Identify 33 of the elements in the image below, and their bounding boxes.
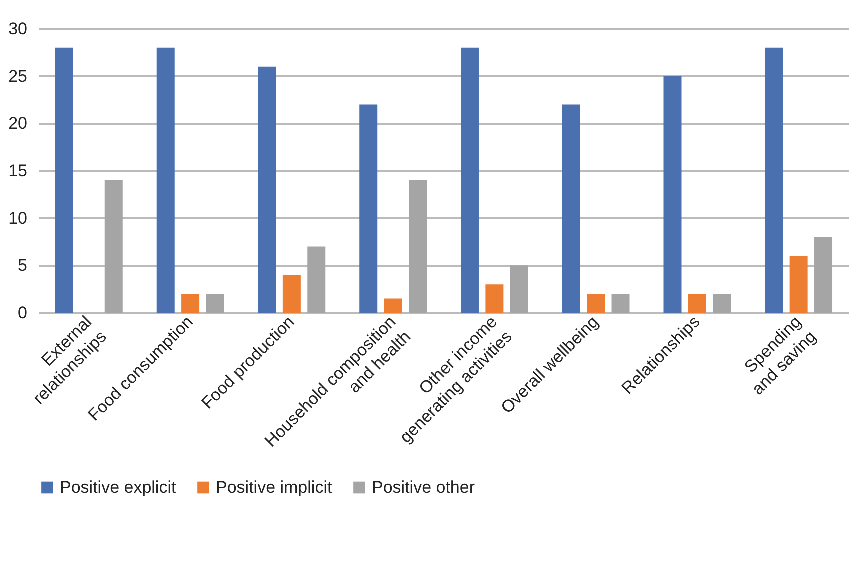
bar	[688, 294, 706, 313]
y-tick-label: 20	[8, 114, 28, 134]
bar	[814, 237, 833, 313]
bar	[206, 294, 224, 313]
bar	[384, 298, 402, 313]
y-tick-label: 30	[8, 20, 28, 38]
y-tick-label: 10	[8, 208, 28, 228]
bar	[104, 180, 123, 313]
bar	[664, 76, 682, 313]
bar	[409, 180, 428, 313]
bar	[765, 48, 784, 313]
legend-label: Positive other	[372, 478, 476, 497]
bar	[486, 284, 504, 313]
bar	[587, 294, 606, 313]
bar	[562, 104, 580, 313]
y-tick-label: 15	[8, 162, 28, 180]
bar	[790, 256, 808, 313]
bar	[308, 246, 326, 313]
bar	[460, 48, 479, 313]
bar	[360, 104, 378, 313]
bar	[182, 294, 200, 313]
bar	[713, 294, 732, 313]
legend-label: Positive implicit	[216, 478, 332, 497]
y-tick-label: 0	[18, 304, 28, 322]
y-tick-label: 25	[8, 66, 28, 86]
bar	[612, 294, 630, 313]
bar	[258, 66, 276, 313]
bar	[282, 275, 301, 313]
bar	[156, 48, 175, 313]
bar	[510, 266, 528, 313]
legend-label: Positive explicit	[60, 478, 176, 497]
y-tick-label: 5	[18, 256, 28, 276]
bar	[55, 48, 74, 313]
